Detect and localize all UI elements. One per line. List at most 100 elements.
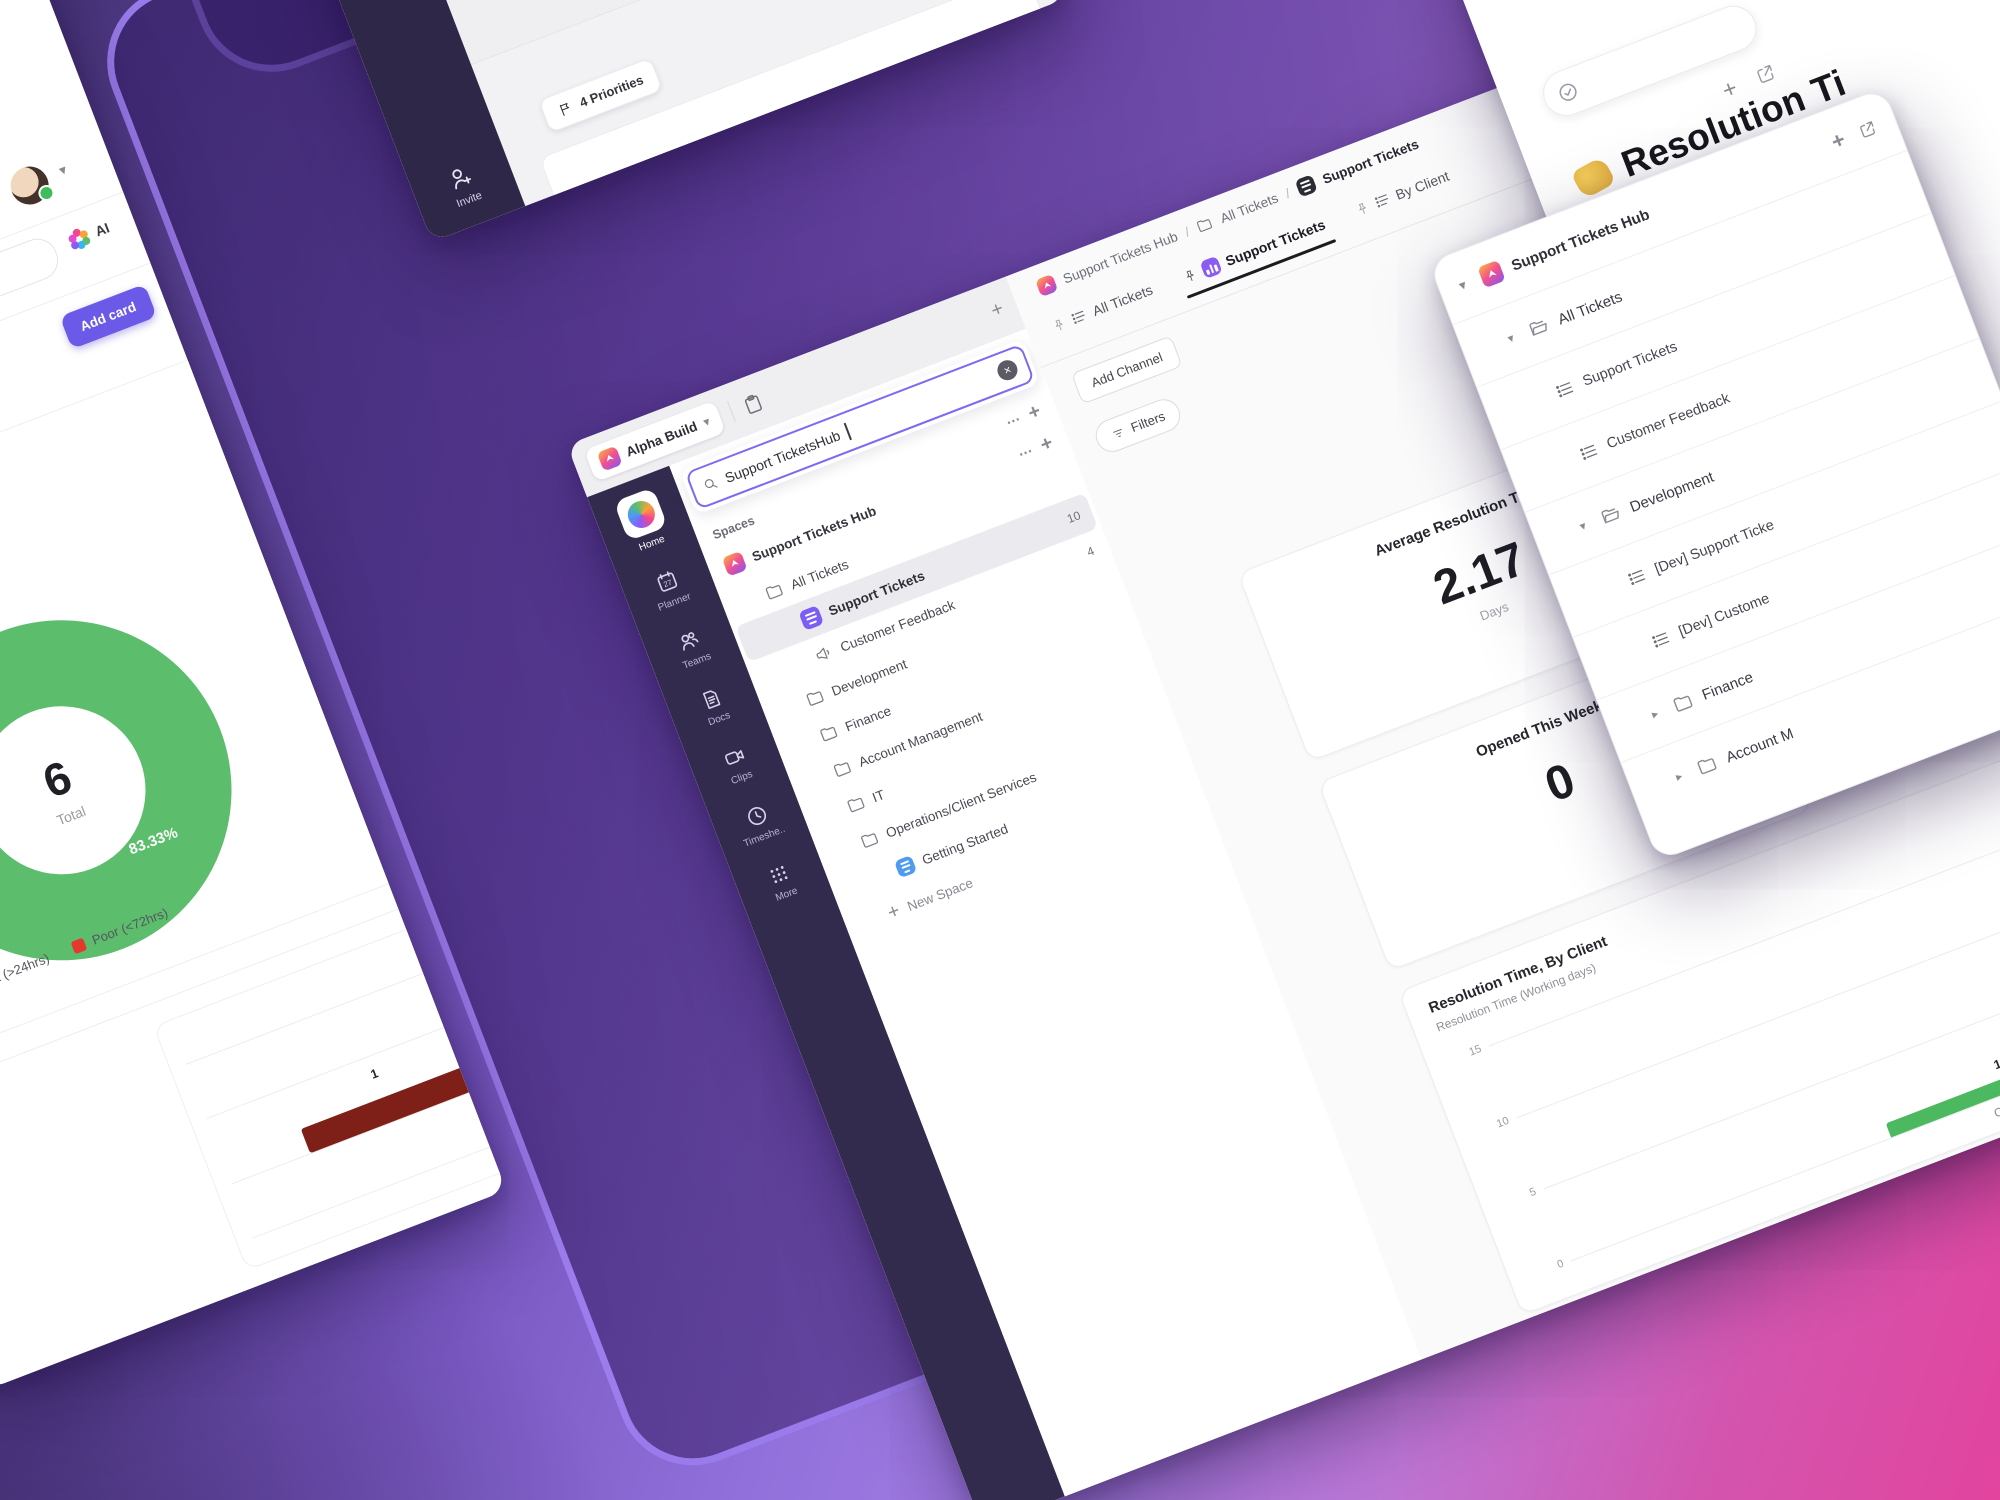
view-icon <box>1294 174 1318 198</box>
tab-all-tickets[interactable]: All Tickets <box>1050 282 1159 346</box>
add-channel-button[interactable]: Add Channel <box>1070 335 1183 405</box>
sidebar-item-customer-feedback[interactable]: Customer Feedback 4 <box>749 528 1112 698</box>
folder-icon <box>806 691 824 706</box>
sidebar-rail: Home 27 Planner Teams Docs <box>587 465 1065 1500</box>
clipboard-icon[interactable] <box>739 390 766 417</box>
grid-dots-icon <box>770 866 788 884</box>
space-hub-row[interactable]: Support Tickets Hub ⋯ + <box>707 420 1070 590</box>
add-icon[interactable]: + <box>1827 126 1849 155</box>
search-input[interactable]: Support TicketsHub × <box>684 343 1036 510</box>
breadcrumb: Support Tickets Hub / All Tickets / Supp… <box>1035 135 1421 298</box>
rail-item-teams[interactable]: Teams <box>671 625 713 672</box>
tree-row-dev-customer[interactable]: [Dev] Custome <box>1573 463 2000 701</box>
ellipsis-icon[interactable]: ⋯ <box>1003 410 1023 430</box>
toolbar-pill[interactable] <box>0 232 64 391</box>
tab-by-client[interactable]: By Client <box>1353 168 1455 230</box>
tree-row-dev-support-tickets[interactable]: [Dev] Support Ticke <box>1549 401 2000 638</box>
ai-flower-icon <box>66 225 92 251</box>
toolbar-pill[interactable] <box>1536 0 1764 123</box>
ai-button[interactable]: AI <box>66 218 112 252</box>
megaphone-icon <box>816 647 830 659</box>
list-group-icon <box>1071 310 1085 324</box>
folder-icon <box>1197 219 1213 232</box>
doc-icon <box>702 690 721 710</box>
list-group-icon <box>1374 194 1388 208</box>
add-icon[interactable]: + <box>1037 431 1057 457</box>
caret-down-icon[interactable]: ▾ <box>1577 518 1589 534</box>
tree-row-label: [Dev] Custome <box>1676 590 1772 640</box>
list-icon <box>1580 444 1598 460</box>
priorities-chip[interactable]: 4 Priorities <box>538 57 664 134</box>
window-resolution-doc: + Resolution Ti <box>1440 0 2000 538</box>
sidebar-item-account-management[interactable]: Account Management <box>790 635 1153 805</box>
chart-view-icon <box>1199 255 1223 279</box>
sidebar-item-all-tickets[interactable]: All Tickets <box>722 457 1085 627</box>
caret-right-icon[interactable]: ▸ <box>1649 706 1661 722</box>
main-content: Support Tickets Hub / All Tickets / Supp… <box>1005 0 2000 1360</box>
add-icon[interactable]: + <box>987 297 1007 323</box>
invite-button[interactable]: Invite <box>454 189 484 211</box>
filters-label: Filters <box>1128 408 1168 436</box>
folder-icon <box>820 726 838 742</box>
flag-icon <box>559 103 570 116</box>
filters-button[interactable]: Filters <box>1090 394 1186 457</box>
tree-row-customer-feedback[interactable]: Customer Feedback <box>1501 276 1980 513</box>
add-card-button[interactable]: Add card <box>59 284 157 350</box>
gridline <box>231 1008 507 1185</box>
tree-row-finance[interactable]: ▸ Finance <box>1597 526 2000 763</box>
search-popover: Support TicketsHub × <box>679 338 1041 516</box>
add-channel-label: Add Channel <box>1089 349 1165 391</box>
breadcrumb-separator: / <box>1182 223 1192 240</box>
user-avatar[interactable] <box>5 160 57 211</box>
clickup-logo-icon <box>1477 259 1506 289</box>
sidebar-item-operations[interactable]: Operations/Client Services <box>817 706 1180 876</box>
caret-down-icon[interactable]: ▾ <box>1505 330 1517 346</box>
folder-icon <box>861 833 879 848</box>
clickup-logo-icon <box>721 550 748 577</box>
workspace-switcher[interactable]: Alpha Build ▾ <box>584 400 726 482</box>
caret-down-icon[interactable]: ▾ <box>1457 277 1468 293</box>
open-external-icon[interactable] <box>1753 61 1779 87</box>
sidebar-item-label: Finance <box>842 702 894 734</box>
clock-icon <box>747 807 766 826</box>
doc-blue-icon <box>893 855 918 879</box>
folder-icon <box>1673 695 1693 712</box>
filter-icon <box>1113 428 1122 437</box>
chevron-down-icon: ▾ <box>702 415 712 429</box>
pin-icon <box>1055 319 1063 330</box>
spaces-tree: All Tickets Support Tickets 10 Customer … <box>722 457 1207 946</box>
tree-row-label: Development <box>1627 468 1717 516</box>
ellipsis-icon[interactable]: ⋯ <box>1015 441 1035 462</box>
divider <box>726 401 736 423</box>
rail-item-more[interactable]: More <box>764 860 799 904</box>
tree-row-all-tickets[interactable]: ▾ All Tickets <box>1453 150 1932 388</box>
clear-search-icon[interactable]: × <box>994 357 1021 384</box>
chevron-down-icon[interactable]: ▾ <box>56 160 69 179</box>
folder-open-icon <box>1601 508 1619 524</box>
home-app-icon <box>613 487 668 542</box>
window-main-app: Alpha Build ▾ + Home 27 Planner <box>567 0 2000 1500</box>
rail-item-docs[interactable]: Docs <box>697 685 732 728</box>
rail-item-timesheets[interactable]: Timeshe.. <box>732 798 787 850</box>
list-view-icon <box>798 605 825 631</box>
donut-total-value: 6 <box>35 750 79 808</box>
add-icon[interactable]: + <box>1025 399 1044 425</box>
tree-row-support-tickets[interactable]: Support Tickets <box>1477 213 1956 451</box>
tab-support-tickets[interactable]: Support Tickets <box>1181 215 1332 297</box>
online-status-dot <box>36 182 57 204</box>
rail-item-planner[interactable]: 27 Planner <box>646 565 693 614</box>
caret-right-icon[interactable]: ▸ <box>1673 768 1685 784</box>
breadcrumb-item[interactable]: All Tickets <box>1217 189 1281 226</box>
rail-item-home[interactable]: Home <box>613 487 674 556</box>
client-a-bar[interactable] <box>1885 1033 2000 1138</box>
tree-row-account-management[interactable]: ▸ Account M <box>1621 589 2000 825</box>
tree-row-hub[interactable]: ▾ Support Tickets Hub + <box>1429 88 1908 326</box>
sidebar-item-it[interactable]: IT <box>803 670 1166 840</box>
rail-item-clips[interactable]: Clips <box>719 743 754 788</box>
sidebar-item-finance[interactable]: Finance <box>776 599 1139 769</box>
open-external-icon[interactable] <box>1856 118 1879 141</box>
bar-value-label: 1 <box>1991 1056 2000 1072</box>
sidebar-item-development[interactable]: Development <box>763 564 1126 734</box>
tree-row-development[interactable]: ▾ Development <box>1525 338 2000 576</box>
